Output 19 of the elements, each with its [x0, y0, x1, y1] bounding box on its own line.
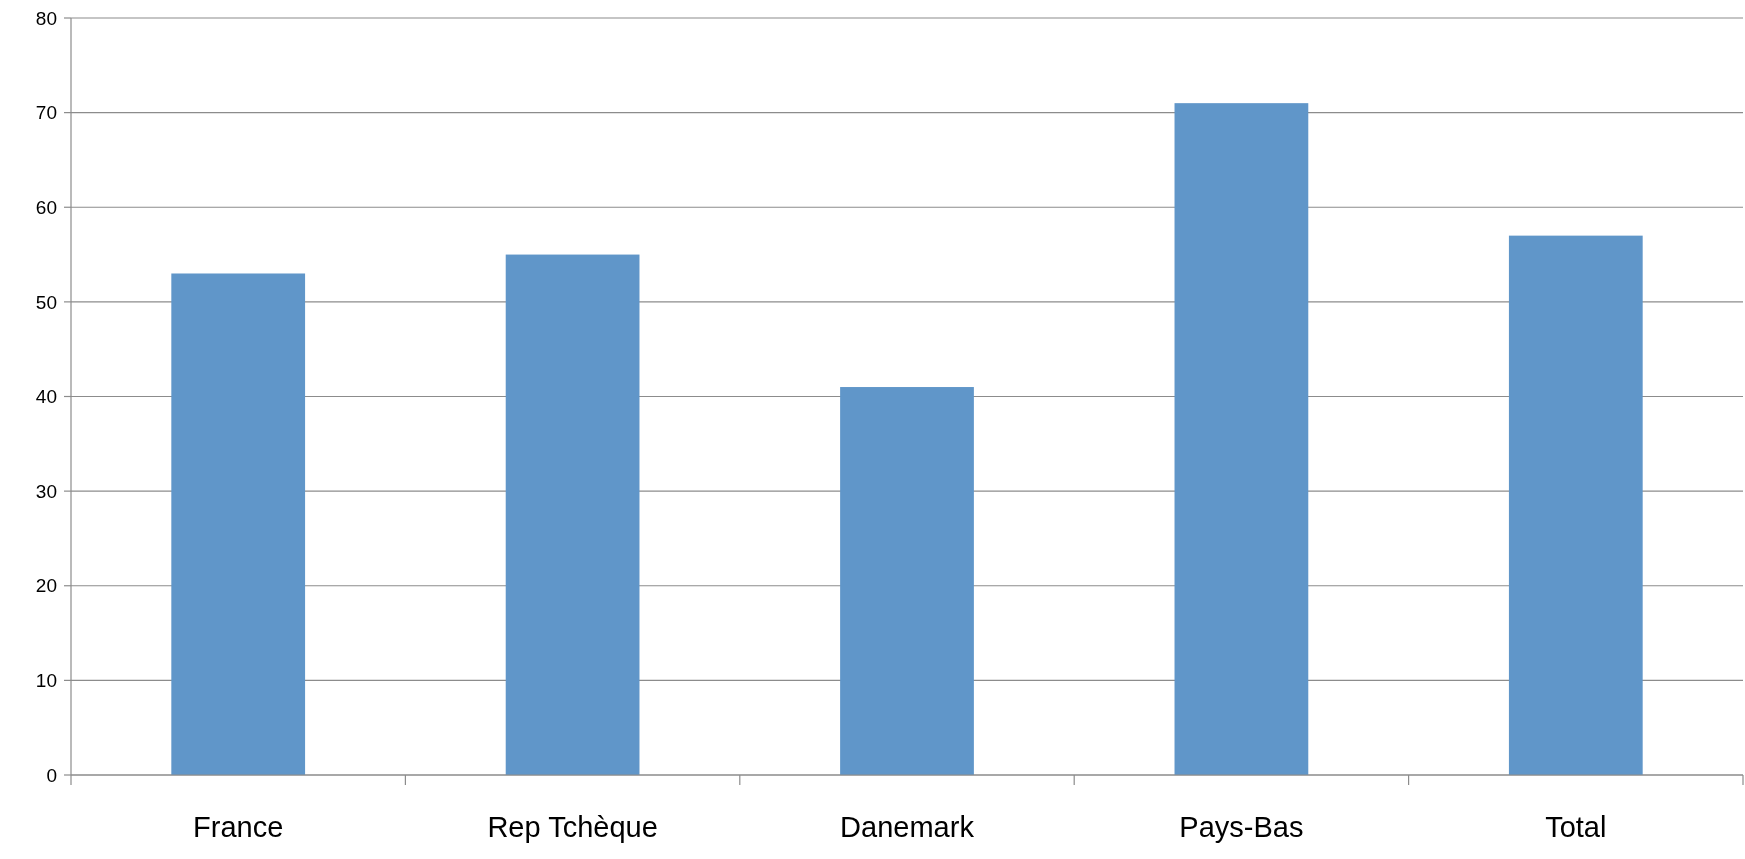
bar [505, 254, 640, 775]
x-tick-label: France [193, 811, 284, 843]
bar [840, 387, 974, 775]
y-tick-label: 60 [35, 196, 57, 218]
x-tick-label: Total [1545, 811, 1607, 843]
bar [1508, 235, 1643, 775]
y-tick-label: 10 [35, 670, 57, 692]
x-tick-label: Danemark [840, 811, 975, 843]
y-tick-label: 70 [35, 102, 57, 124]
y-tick-label: 50 [35, 291, 57, 313]
y-tick-label: 80 [35, 7, 57, 29]
y-tick-label: 0 [46, 764, 57, 786]
x-tick-label: Rep Tchèque [487, 811, 658, 843]
bar [1174, 103, 1309, 775]
y-tick-label: 40 [35, 386, 57, 408]
y-tick-label: 30 [35, 480, 57, 502]
y-tick-label: 20 [35, 575, 57, 597]
x-tick-label: Pays-Bas [1179, 811, 1304, 843]
bar [171, 273, 306, 775]
